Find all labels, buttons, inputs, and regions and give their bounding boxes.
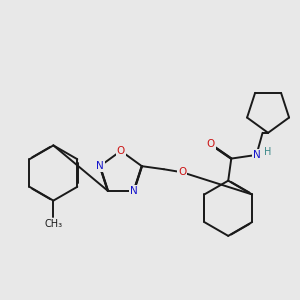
Text: O: O	[178, 167, 187, 177]
Text: H: H	[264, 147, 272, 157]
Text: O: O	[117, 146, 125, 156]
Text: CH₃: CH₃	[44, 219, 62, 229]
Text: N: N	[96, 161, 104, 171]
Text: N: N	[253, 150, 260, 160]
Text: N: N	[130, 186, 138, 196]
Text: O: O	[207, 139, 215, 149]
